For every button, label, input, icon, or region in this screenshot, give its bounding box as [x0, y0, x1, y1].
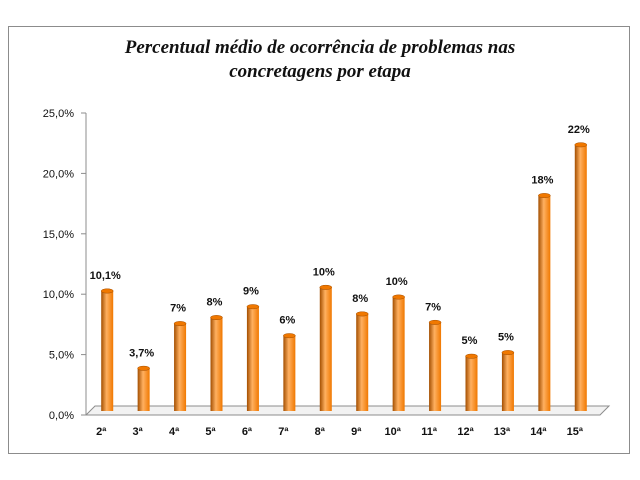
- bar-cap: [100, 288, 114, 294]
- data-label: 10%: [313, 266, 335, 278]
- bar: [501, 350, 515, 411]
- data-labels: 10,1% 3,7% 7% 8% 9% 6% 10% 8% 10% 7% 5% 5% 18% 22%: [90, 124, 590, 359]
- data-label: 5%: [462, 335, 478, 347]
- bar-body: [356, 313, 369, 411]
- bar-cap: [355, 311, 369, 317]
- chart-floor: [84, 405, 611, 416]
- y-tick-label: 25,0%: [43, 108, 74, 120]
- x-tick-label: 9ª: [351, 426, 362, 438]
- bar-body: [174, 323, 187, 411]
- bar-cap: [246, 304, 260, 310]
- x-tick-label: 7ª: [278, 426, 289, 438]
- bar-body: [392, 297, 405, 411]
- y-tick-label: 0,0%: [49, 410, 74, 422]
- bar-body: [429, 322, 442, 411]
- data-label: 18%: [531, 175, 553, 187]
- x-tick-label: 6ª: [242, 426, 253, 438]
- x-tick-label: 5ª: [205, 426, 216, 438]
- chart-title: Percentual médio de ocorrência de proble…: [0, 36, 640, 84]
- bar-cap: [319, 284, 333, 290]
- bar-body: [465, 356, 478, 411]
- bar-body: [137, 368, 150, 411]
- data-label: 8%: [207, 297, 223, 309]
- bar-body: [246, 306, 259, 411]
- bar: [210, 315, 223, 411]
- bar: [137, 365, 150, 411]
- bar-cap: [210, 315, 223, 321]
- y-tick-label: 5,0%: [49, 350, 74, 362]
- bar-cap: [392, 294, 405, 300]
- bar: [173, 321, 187, 411]
- bar: [283, 333, 296, 411]
- bar: [355, 311, 369, 411]
- data-label: 10,1%: [90, 270, 121, 282]
- x-tick-label: 3ª: [133, 426, 144, 438]
- data-label: 22%: [568, 124, 590, 136]
- bars: [100, 142, 588, 411]
- data-label: 7%: [170, 303, 186, 315]
- x-tick-label: 14ª: [530, 426, 547, 438]
- bar-cap: [428, 319, 442, 325]
- x-tick-label: 4ª: [169, 426, 180, 438]
- y-tick-label: 20,0%: [43, 168, 74, 180]
- y-tick-label: 15,0%: [43, 229, 74, 241]
- data-label: 7%: [425, 301, 441, 313]
- bar-cap: [173, 321, 187, 327]
- bar: [100, 288, 114, 411]
- x-tick-label: 12ª: [457, 426, 474, 438]
- bar-cap: [538, 193, 551, 199]
- x-tick-label: 2ª: [96, 426, 107, 438]
- bar: [538, 193, 551, 411]
- bar-body: [538, 195, 551, 411]
- bar-cap: [501, 350, 515, 356]
- bar-body: [101, 290, 114, 411]
- bar: [428, 319, 442, 411]
- bar-cap: [283, 333, 296, 339]
- axes: 0,0% 5,0% 10,0% 15,0% 20,0% 25,0% 2ª 3ª 4ª 5ª 6ª 7ª…: [43, 108, 611, 438]
- bar-body: [319, 287, 332, 411]
- bar: [574, 142, 588, 411]
- data-label: 9%: [243, 286, 259, 298]
- bar: [246, 304, 260, 411]
- bar-cap: [137, 365, 150, 371]
- data-label: 5%: [498, 332, 514, 344]
- x-tick-label: 11ª: [421, 426, 438, 438]
- bar: [392, 294, 405, 411]
- x-tick-label: 15ª: [567, 426, 584, 438]
- bar: [319, 284, 333, 411]
- bar: [465, 353, 478, 411]
- x-tick-label: 8ª: [315, 426, 326, 438]
- bar-body: [574, 144, 587, 411]
- chart-title-line-2: concretagens por etapa: [229, 61, 411, 82]
- y-tick-label: 10,0%: [43, 289, 74, 301]
- x-tick-label: 10ª: [384, 426, 401, 438]
- bar-body: [501, 352, 514, 411]
- x-tick-label: 13ª: [494, 426, 511, 438]
- bar-body: [283, 335, 296, 411]
- bar-cap: [465, 353, 478, 359]
- bar-cap: [574, 142, 588, 148]
- data-label: 3,7%: [129, 347, 154, 359]
- chart-title-line-1: Percentual médio de ocorrência de proble…: [124, 37, 516, 58]
- data-label: 6%: [279, 315, 295, 327]
- data-label: 10%: [386, 276, 408, 288]
- bar-body: [210, 317, 223, 411]
- data-label: 8%: [352, 293, 368, 305]
